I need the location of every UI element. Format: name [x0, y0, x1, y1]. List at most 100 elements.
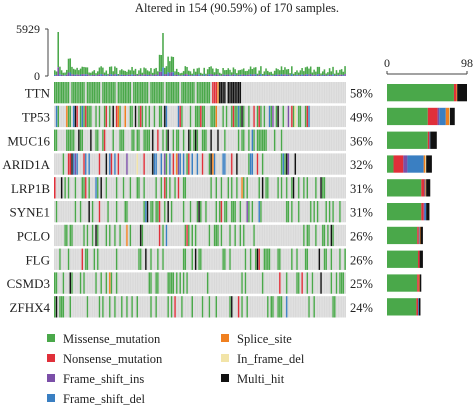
top-bar: [160, 55, 163, 72]
top-bar: [239, 69, 242, 75]
mutation-cell: [200, 201, 202, 223]
mutation-cell: [102, 129, 104, 151]
mutation-cell: [150, 272, 152, 294]
top-bar: [191, 73, 193, 76]
mutation-cell: [167, 82, 169, 104]
mutation-cell: [66, 105, 68, 128]
top-bar-segment: [124, 74, 126, 76]
top-bar: [145, 68, 147, 75]
top-bar: [201, 73, 204, 76]
mutation-cell: [95, 272, 97, 294]
top-bar: [333, 73, 336, 76]
mutation-cell: [299, 105, 302, 128]
top-bar-segment: [120, 74, 123, 76]
top-bar-segment: [206, 74, 209, 76]
mutation-cell: [191, 224, 193, 247]
mutation-cell: [129, 105, 132, 128]
mutation-cell: [62, 272, 65, 294]
mutation-cell: [129, 177, 132, 199]
top-bar-segment: [330, 75, 333, 76]
mutation-cell: [134, 82, 137, 104]
mutation-cell: [332, 201, 334, 223]
mutation-cell: [175, 129, 178, 151]
mutation-cell: [57, 105, 60, 128]
mutation-cell: [215, 224, 218, 247]
mutation-cell: [284, 153, 286, 175]
mutation-cell: [212, 82, 214, 104]
mutation-cell: [174, 82, 176, 104]
mutation-cell: [340, 272, 343, 294]
mutation-cell: [200, 248, 202, 270]
top-bar-segment: [96, 75, 99, 76]
mutation-cell: [242, 105, 245, 128]
mutation-cell: [270, 296, 272, 318]
gene-label-muc16: MUC16: [7, 133, 50, 148]
top-bar-segment: [203, 74, 205, 76]
top-bar: [139, 68, 142, 75]
legend-swatch-frame-shift-ins: [47, 374, 55, 382]
mutation-cell: [217, 129, 219, 151]
top-bar: [133, 70, 135, 75]
mutation-cell: [133, 129, 135, 151]
mutation-cell: [308, 224, 310, 247]
top-bar-segment: [268, 75, 271, 76]
top-bar-segment: [215, 74, 218, 76]
top-bar-segment: [323, 74, 326, 76]
mutation-cell: [165, 177, 168, 199]
mutation-cell: [256, 129, 259, 151]
top-bar-segment: [239, 74, 242, 76]
mutation-cell: [138, 105, 140, 128]
top-bar-segment: [110, 74, 113, 76]
mutation-cell: [253, 105, 255, 128]
mutation-cell: [54, 296, 56, 318]
mutation-cell: [323, 177, 326, 199]
mutation-cell: [55, 129, 58, 151]
mutation-cell: [115, 272, 118, 294]
top-bar: [167, 56, 169, 73]
mutation-cell: [163, 105, 166, 128]
mutation-cell: [201, 296, 204, 318]
mutation-cell: [304, 248, 307, 270]
mutation-cell: [66, 224, 68, 247]
mutation-cell: [187, 224, 190, 247]
top-bar: [227, 68, 230, 75]
mutation-cell: [263, 248, 266, 270]
top-bar: [237, 70, 240, 75]
mutation-cell: [248, 129, 250, 151]
mutation-cell: [208, 224, 211, 247]
mutation-cell: [268, 248, 271, 270]
mutation-cell: [117, 105, 120, 128]
mutation-cell: [79, 201, 82, 223]
mutation-cell: [119, 224, 121, 247]
mutation-cell: [86, 296, 89, 318]
mutation-cell: [74, 177, 77, 199]
top-bar: [134, 68, 137, 75]
mutation-cell: [67, 82, 70, 104]
mutation-cell: [69, 105, 72, 128]
top-bar: [148, 71, 151, 76]
mutation-cell: [81, 248, 84, 270]
mutation-cell: [296, 272, 298, 294]
top-bar: [212, 68, 214, 75]
top-bar: [91, 71, 94, 76]
top-bar-segment: [187, 74, 190, 76]
mutation-cell: [332, 224, 334, 247]
top-bar: [200, 72, 202, 76]
top-bar: [234, 69, 236, 75]
mutation-cell: [105, 82, 108, 104]
mutation-cell: [71, 224, 73, 247]
mutation-cell: [157, 272, 159, 294]
top-bar-segment: [213, 75, 216, 76]
top-bar: [230, 72, 233, 76]
top-bar-segment: [210, 74, 212, 76]
mutation-cell: [287, 153, 290, 175]
top-bar: [246, 70, 248, 75]
top-bar-segment: [60, 74, 63, 76]
mutation-cell: [193, 82, 195, 104]
gene-pct-ttn: 58%: [350, 87, 373, 101]
right-bar-segment: [424, 179, 426, 197]
top-bar: [337, 72, 339, 76]
right-bar-segment: [387, 298, 417, 316]
mutation-cell: [215, 105, 218, 128]
